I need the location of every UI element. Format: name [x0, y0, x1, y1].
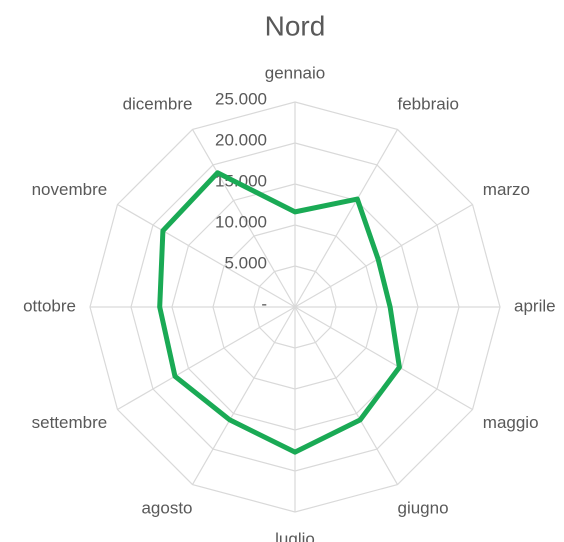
grid-line — [253, 265, 337, 349]
spoke — [294, 129, 399, 308]
category-label: giugno — [398, 498, 449, 517]
y-tick-label: 20.000 — [215, 130, 267, 149]
grid-line — [89, 101, 501, 513]
spoke — [117, 306, 296, 411]
spoke — [294, 203, 473, 308]
category-label: dicembre — [123, 95, 193, 114]
y-tick-label: - — [261, 294, 267, 313]
spoke — [294, 306, 473, 411]
category-label: settembre — [32, 413, 108, 432]
spoke — [191, 129, 296, 308]
chart-title: Nord — [265, 10, 326, 41]
y-tick-label: 5.000 — [224, 253, 267, 272]
y-tick-label: 25.000 — [215, 89, 267, 108]
y-tick-label: 10.000 — [215, 212, 267, 231]
category-label: agosto — [141, 498, 192, 517]
category-label: aprile — [514, 296, 556, 315]
grid-line — [130, 142, 460, 472]
category-label: ottobre — [23, 296, 76, 315]
series-line — [157, 170, 402, 455]
grid-line — [212, 224, 378, 390]
category-label: maggio — [483, 413, 539, 432]
spoke — [294, 306, 399, 485]
spoke — [117, 203, 296, 308]
category-label: luglio — [275, 529, 315, 542]
category-label: marzo — [483, 180, 530, 199]
category-label: gennaio — [265, 63, 326, 82]
category-label: novembre — [32, 180, 108, 199]
category-label: febbraio — [398, 95, 459, 114]
spoke — [191, 306, 296, 485]
grid-line — [171, 183, 419, 431]
